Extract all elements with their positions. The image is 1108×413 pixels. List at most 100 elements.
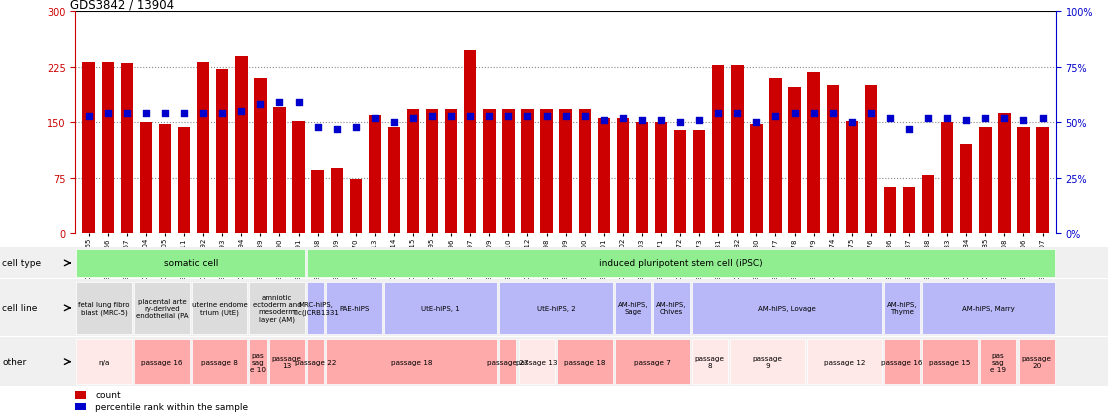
Point xyxy=(576,113,594,119)
Text: passage 12: passage 12 xyxy=(823,359,865,365)
Point xyxy=(289,100,307,106)
Bar xyxy=(941,123,953,233)
Bar xyxy=(75,403,86,411)
Bar xyxy=(311,171,324,233)
Bar xyxy=(981,339,1016,384)
Text: passage 13: passage 13 xyxy=(516,359,557,365)
Bar xyxy=(249,282,305,334)
Text: cell line: cell line xyxy=(2,304,38,313)
Point xyxy=(233,109,250,115)
Text: placental arte
ry-derived
endothelial (PA: placental arte ry-derived endothelial (P… xyxy=(135,298,188,318)
Bar xyxy=(307,282,325,334)
Point xyxy=(328,126,346,133)
Bar xyxy=(82,62,95,233)
Bar xyxy=(384,282,497,334)
Bar xyxy=(923,339,978,384)
Bar xyxy=(807,339,882,384)
Text: passage 8: passage 8 xyxy=(202,359,238,365)
Point xyxy=(1034,115,1051,122)
Point xyxy=(423,113,441,119)
Point xyxy=(556,113,574,119)
Bar xyxy=(425,109,439,233)
Text: passage
20: passage 20 xyxy=(1022,355,1051,368)
Text: passage
9: passage 9 xyxy=(752,355,782,368)
Point xyxy=(938,115,956,122)
Bar xyxy=(521,109,534,233)
Point xyxy=(537,113,555,119)
Point xyxy=(175,111,193,117)
Point xyxy=(1015,117,1033,124)
Text: passage 22: passage 22 xyxy=(295,359,337,365)
Bar xyxy=(350,180,362,233)
Text: AM-hiPS, Lovage: AM-hiPS, Lovage xyxy=(758,305,815,311)
Bar xyxy=(134,282,189,334)
Point xyxy=(252,102,269,109)
Bar xyxy=(269,339,305,384)
Text: MRC-hiPS,
Tic(JCRB1331: MRC-hiPS, Tic(JCRB1331 xyxy=(293,301,339,315)
Point xyxy=(156,111,174,117)
Bar xyxy=(293,121,305,233)
Bar xyxy=(140,123,152,233)
Point xyxy=(976,115,994,122)
Bar xyxy=(691,339,728,384)
Point xyxy=(194,111,212,117)
Point xyxy=(920,115,937,122)
Bar xyxy=(369,116,381,233)
Text: passage 7: passage 7 xyxy=(634,359,670,365)
Bar xyxy=(884,339,921,384)
Point xyxy=(214,111,232,117)
Point xyxy=(99,111,116,117)
Bar xyxy=(483,109,495,233)
Point xyxy=(690,117,708,124)
Point xyxy=(881,115,899,122)
Bar xyxy=(884,282,921,334)
Bar xyxy=(134,339,189,384)
Point xyxy=(595,117,613,124)
Bar xyxy=(560,109,572,233)
Bar xyxy=(557,339,613,384)
Bar xyxy=(884,188,896,233)
Point xyxy=(786,111,803,117)
Text: passage 27: passage 27 xyxy=(488,359,529,365)
Bar xyxy=(655,123,667,233)
Bar xyxy=(691,282,882,334)
Point xyxy=(80,113,98,119)
Point xyxy=(843,120,861,126)
Bar xyxy=(327,282,382,334)
Point xyxy=(386,120,403,126)
Text: UtE-hiPS, 2: UtE-hiPS, 2 xyxy=(536,305,575,311)
Bar xyxy=(102,62,114,233)
Point xyxy=(347,124,365,131)
Point xyxy=(500,113,517,119)
Point xyxy=(996,115,1014,122)
Point xyxy=(900,126,917,133)
Text: passage 16: passage 16 xyxy=(881,359,923,365)
Bar xyxy=(216,70,228,233)
Bar xyxy=(235,57,247,233)
Bar xyxy=(615,282,652,334)
Bar xyxy=(327,339,497,384)
Point xyxy=(519,113,536,119)
Bar xyxy=(178,128,191,233)
Text: passage
13: passage 13 xyxy=(271,355,301,368)
Point xyxy=(862,111,880,117)
Point xyxy=(614,115,632,122)
Bar xyxy=(76,249,305,278)
Bar xyxy=(192,339,247,384)
Bar xyxy=(998,113,1010,233)
Text: PAE-hiPS: PAE-hiPS xyxy=(339,305,369,311)
Bar xyxy=(307,249,1055,278)
Point xyxy=(442,113,460,119)
Bar xyxy=(500,282,613,334)
Point xyxy=(117,111,135,117)
Text: AM-hiPS,
Sage: AM-hiPS, Sage xyxy=(617,301,648,315)
Bar xyxy=(500,339,516,384)
Bar xyxy=(578,109,591,233)
Bar xyxy=(76,339,132,384)
Bar xyxy=(464,51,476,233)
Text: other: other xyxy=(2,357,27,366)
Bar xyxy=(1018,339,1055,384)
Bar xyxy=(712,65,725,233)
Text: amniotic
ectoderm and
mesoderm
layer (AM): amniotic ectoderm and mesoderm layer (AM… xyxy=(253,294,301,322)
Text: GDS3842 / 13904: GDS3842 / 13904 xyxy=(71,0,175,11)
